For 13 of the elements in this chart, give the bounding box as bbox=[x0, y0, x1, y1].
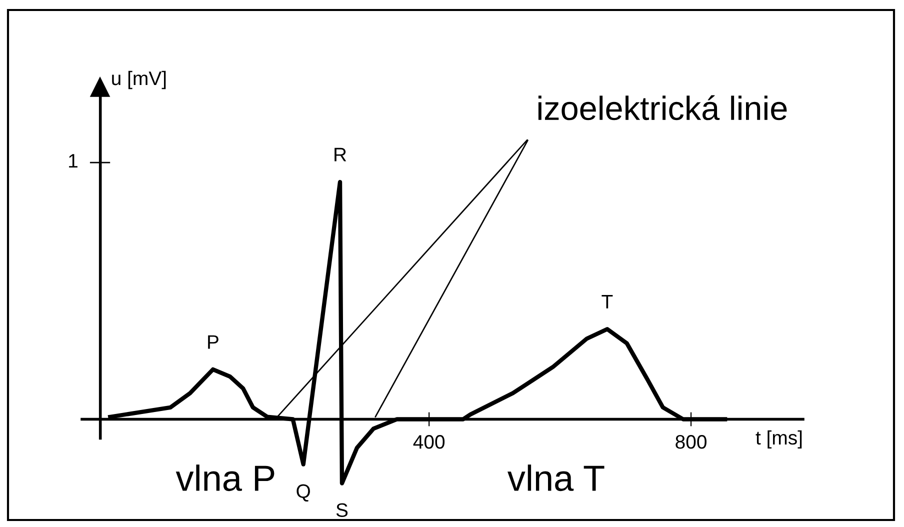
annotation: R bbox=[334, 148, 346, 162]
annotation: T bbox=[602, 295, 613, 308]
x-tick-label: 800 bbox=[676, 435, 706, 449]
annotation: P bbox=[208, 335, 218, 349]
annotation: vlna P bbox=[176, 464, 274, 492]
annotation: vlna T bbox=[508, 464, 604, 492]
x-axis-title: t [ms] bbox=[756, 430, 802, 448]
y-axis-title: u [mV] bbox=[112, 70, 166, 90]
annotation: Q bbox=[296, 484, 310, 502]
annotation: S bbox=[336, 503, 348, 518]
x-tick-label: 400 bbox=[413, 435, 445, 449]
annotation: izoelektrická linie bbox=[538, 95, 787, 120]
text: 1 bbox=[69, 154, 78, 168]
